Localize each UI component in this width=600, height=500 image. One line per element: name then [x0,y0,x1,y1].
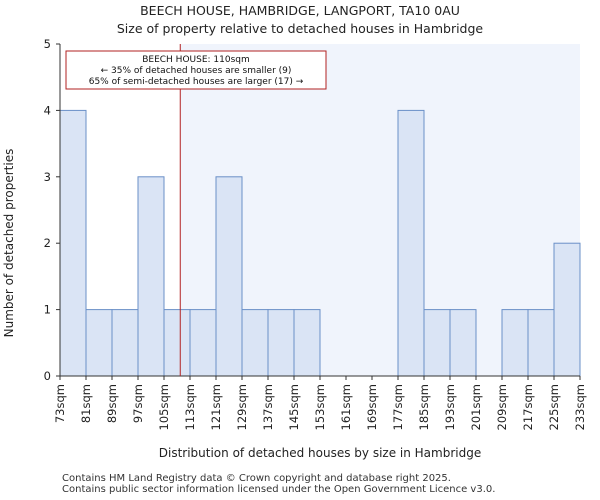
footer-line-2: Contains public sector information licen… [62,484,496,495]
x-tick-label: 193sqm [443,384,457,430]
y-tick-label: 0 [44,369,51,383]
x-tick-label: 145sqm [287,384,301,430]
annotation-line-3: 65% of semi-detached houses are larger (… [89,77,304,87]
bar-193sqm [449,309,477,377]
bar-137sqm [267,309,295,377]
y-tick-label: 5 [44,37,51,51]
bar-97sqm [137,176,165,377]
chart-title: BEECH HOUSE, HAMBRIDGE, LANGPORT, TA10 0… [140,3,460,18]
x-tick-label: 81sqm [79,384,93,423]
bar-217sqm [527,309,555,377]
x-tick-label: 169sqm [365,384,379,430]
x-tick-label: 137sqm [261,384,275,430]
bar-113sqm [189,309,217,377]
bar-129sqm [241,309,269,377]
x-tick-label: 129sqm [235,384,249,430]
x-axis-label: Distribution of detached houses by size … [159,446,481,460]
y-tick-label: 1 [44,303,51,317]
x-tick-label: 153sqm [313,384,327,430]
bar-89sqm [111,309,139,377]
x-tick-label: 73sqm [53,384,67,423]
annotation-line-1: BEECH HOUSE: 110sqm [142,55,250,65]
chart-subtitle: Size of property relative to detached ho… [116,21,484,36]
x-tick-label: 217sqm [521,384,535,430]
x-tick-label: 89sqm [105,384,119,423]
footer-line-1: Contains HM Land Registry data © Crown c… [62,473,451,484]
bar-225sqm [553,242,581,377]
annotation-box [65,50,327,90]
x-tick-label: 105sqm [157,384,171,430]
bar-105sqm [163,309,191,377]
annotation-line-2: ← 35% of detached houses are smaller (9) [101,66,292,76]
x-tick-label: 233sqm [573,384,587,430]
bar-209sqm [501,309,529,377]
x-tick-label: 121sqm [209,384,223,430]
y-tick-label: 4 [44,103,51,117]
bar-121sqm [215,176,243,377]
x-tick-label: 185sqm [417,384,431,430]
bar-145sqm [293,309,321,377]
x-tick-label: 225sqm [547,384,561,430]
x-tick-label: 113sqm [183,384,197,430]
bar-177sqm [397,109,425,377]
bar-185sqm [423,309,451,377]
bar-81sqm [85,309,113,377]
x-tick-label: 97sqm [131,384,145,423]
y-tick-label: 3 [44,170,51,184]
y-axis-label: Number of detached properties [2,149,16,338]
y-tick-label: 2 [44,236,51,250]
x-tick-label: 161sqm [339,384,353,430]
x-tick-label: 209sqm [495,384,509,430]
x-tick-label: 177sqm [391,384,405,430]
x-tick-label: 201sqm [469,384,483,430]
bar-73sqm [59,109,87,377]
property-annotation: BEECH HOUSE: 110sqm ← 35% of detached ho… [65,50,327,90]
